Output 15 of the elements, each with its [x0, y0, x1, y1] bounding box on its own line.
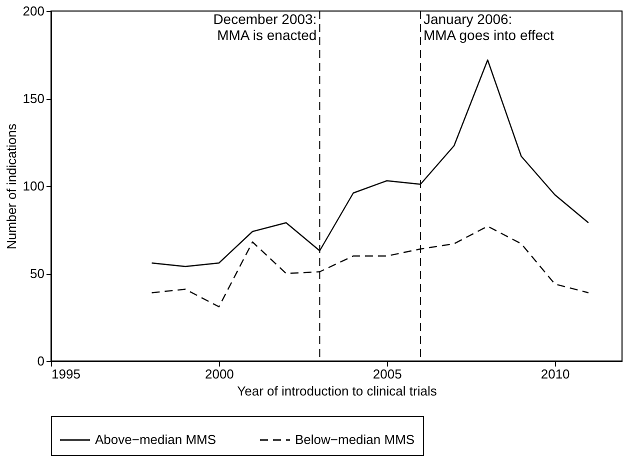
y-tick-label: 150	[22, 91, 44, 106]
x-axis-title: Year of introduction to clinical trials	[237, 384, 438, 398]
legend-label: Below−median MMS	[295, 432, 415, 447]
x-tick-label: 2010	[540, 366, 570, 382]
y-tick-label: 200	[22, 4, 44, 18]
ref-line-label: January 2006: MMA goes into effect	[423, 11, 554, 43]
y-tick-label: 100	[22, 178, 44, 194]
y-tick-label: 50	[30, 266, 44, 281]
y-axis-title: Number of indications	[4, 123, 19, 250]
x-tick-label: 1995	[52, 366, 80, 382]
ref-line-label: December 2003: MMA is enacted	[213, 11, 317, 43]
x-tick-label: 2000	[204, 366, 234, 382]
legend-label: Above−median MMS	[95, 432, 216, 447]
y-tick-label: 0	[37, 354, 44, 368]
x-tick-label: 2005	[372, 366, 402, 382]
